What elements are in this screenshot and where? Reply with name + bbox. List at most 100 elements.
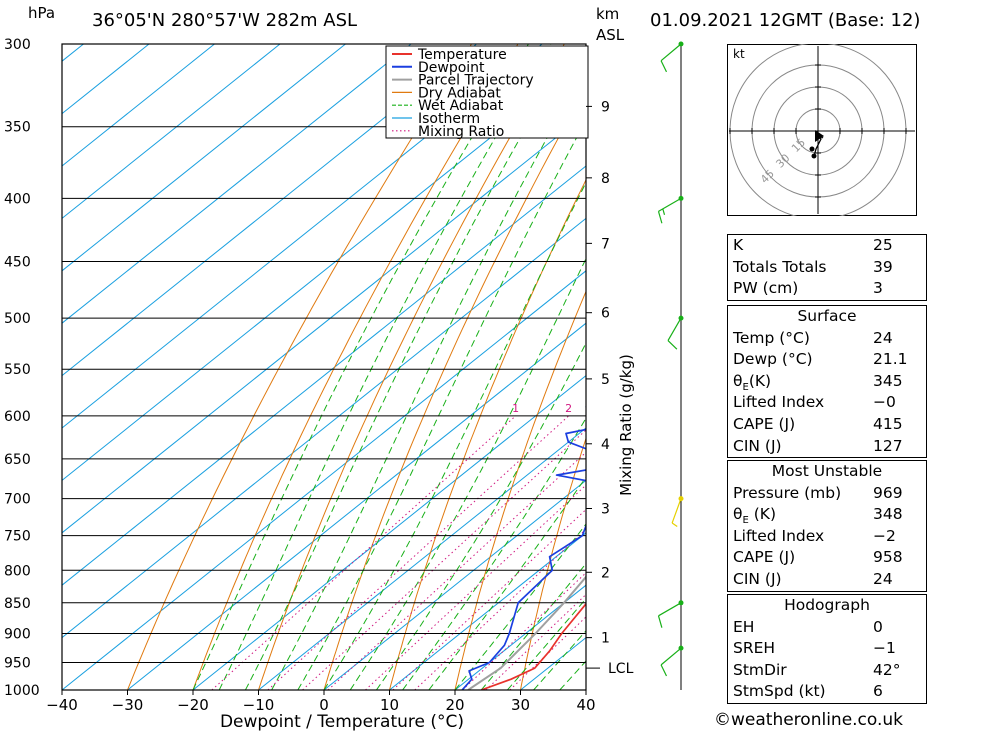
pressure-tick-label: 1000	[4, 683, 40, 699]
x-tick-label: 10	[380, 696, 399, 714]
mixing-ratio-line	[392, 508, 586, 690]
totals-row: Totals Totals 39	[728, 257, 926, 279]
isotherm-line	[62, 60, 586, 482]
isotherm-line	[62, 44, 281, 220]
hodograph-unit: kt	[733, 47, 745, 61]
wind-barb	[657, 195, 684, 224]
wind-barb-dot	[678, 195, 684, 201]
most-unstable-table: Most Unstable Pressure (mb) 969 θE (K) 348 Li…	[727, 460, 927, 592]
pressure-tick-label: 450	[4, 255, 31, 271]
hodograph-row: StmDir 42°	[728, 660, 926, 682]
x-tick-label: −20	[177, 696, 209, 714]
surface-value: 415	[873, 414, 903, 433]
legend-entry: Dry Adiabat	[418, 85, 501, 101]
isotherm-line	[62, 270, 586, 690]
x-tick-label: −40	[46, 696, 78, 714]
isotherm-line	[585, 689, 586, 690]
most-unstable-value: 24	[873, 569, 893, 588]
wind-barb	[671, 496, 684, 528]
dry-adiabat-line	[585, 686, 586, 690]
surface-value: 127	[873, 436, 903, 455]
isotherm-line	[62, 44, 477, 377]
km-tick-label: 5	[601, 372, 610, 388]
hodograph-row: SREH −1	[728, 638, 926, 660]
surface-row: θE(K) 345	[728, 371, 926, 393]
isotherm-line	[62, 112, 586, 534]
isotherm-line	[127, 322, 586, 690]
wet-adiabat-line	[454, 523, 586, 690]
pressure-unit: hPa	[28, 4, 56, 22]
mixing-ratio-label: 2	[565, 402, 572, 415]
wet-adiabat-line	[192, 44, 529, 690]
station-location: 36°05'N 280°57'W 282m ASL	[92, 10, 358, 31]
hodograph-label: StmDir	[733, 660, 787, 679]
km-tick-label: 1	[601, 631, 610, 647]
k-index-label: K	[733, 236, 744, 254]
most-unstable-row: CIN (J) 24	[728, 569, 926, 591]
most-unstable-title: Most Unstable	[771, 462, 883, 480]
most-unstable-value: −2	[873, 526, 896, 545]
mixing-ratio-line	[414, 528, 586, 690]
mixing-ratio-axis-label: Mixing Ratio (g/kg)	[617, 354, 635, 496]
x-axis-label: Dewpoint / Temperature (°C)	[220, 712, 464, 732]
surface-label: Dewp (°C)	[733, 350, 813, 369]
most-unstable-row: Pressure (mb) 969	[728, 483, 926, 505]
isotherm-line	[62, 44, 412, 324]
x-tick-label: 30	[511, 696, 530, 714]
surface-row: Dewp (°C) 21.1	[728, 349, 926, 371]
hodograph-label: SREH	[733, 639, 776, 658]
pressure-tick-label: 800	[4, 563, 31, 579]
sounding-date: 01.09.2021 12GMT (Base: 12)	[650, 10, 921, 31]
isotherm-line	[62, 217, 586, 639]
pw-row: PW (cm) 3	[728, 278, 926, 300]
most-unstable-row: θE (K) 348	[728, 504, 926, 526]
hodograph-row: EH 0	[728, 617, 926, 639]
mixing-ratio-line	[509, 616, 586, 690]
wind-barb-dot	[678, 41, 684, 47]
wet-adiabat-line	[375, 341, 586, 690]
hodograph-value: −1	[873, 639, 896, 658]
dry-adiabat-line	[520, 436, 586, 690]
pressure-tick-label: 350	[4, 120, 31, 136]
isotherm-line	[520, 636, 586, 690]
hodograph-row: StmSpd (kt) 6	[728, 681, 926, 703]
legend-entry: Mixing Ratio	[418, 124, 504, 140]
dry-adiabat-line	[323, 86, 586, 690]
hodograph-point	[811, 153, 817, 159]
hodograph-value: 6	[873, 682, 883, 701]
isotherm-line	[652, 44, 701, 690]
isotherm-line	[454, 584, 586, 690]
wind-barb-dot	[678, 645, 684, 651]
pressure-tick-label: 400	[4, 191, 31, 207]
wind-barb	[660, 41, 684, 73]
storm-motion-marker	[815, 130, 824, 142]
most-unstable-row: Lifted Index −2	[728, 526, 926, 548]
pressure-tick-label: 950	[4, 655, 31, 671]
most-unstable-value: 348	[873, 505, 903, 524]
parcel-trajectory-line	[467, 575, 586, 690]
pw-label: PW (cm)	[733, 279, 799, 298]
pw-value: 3	[873, 279, 883, 298]
x-tick-label: 0	[319, 696, 329, 714]
dry-adiabat-line	[127, 44, 472, 690]
legend-entry: Dewpoint	[418, 60, 485, 76]
mixing-ratio-label: 8	[683, 402, 690, 415]
wind-barb	[657, 600, 684, 628]
most-unstable-label: CIN (J)	[733, 569, 782, 588]
isotherm-line	[258, 427, 586, 690]
surface-row: CIN (J) 127	[728, 436, 926, 458]
most-unstable-value: 969	[873, 483, 903, 502]
most-unstable-label: CAPE (J)	[733, 548, 796, 567]
wind-barb-dot	[678, 600, 684, 606]
surface-label: θE(K)	[733, 371, 772, 393]
surface-row: Lifted Index −0	[728, 392, 926, 414]
mixing-ratio-line	[211, 415, 516, 690]
hodograph-point	[809, 146, 815, 152]
surface-label: CAPE (J)	[733, 414, 796, 433]
km-unit: km	[596, 5, 620, 23]
hodograph-label: StmSpd (kt)	[733, 682, 826, 701]
wind-barb-dot	[678, 496, 684, 502]
isotherm-line	[323, 479, 586, 690]
x-tick-label: −30	[112, 696, 144, 714]
